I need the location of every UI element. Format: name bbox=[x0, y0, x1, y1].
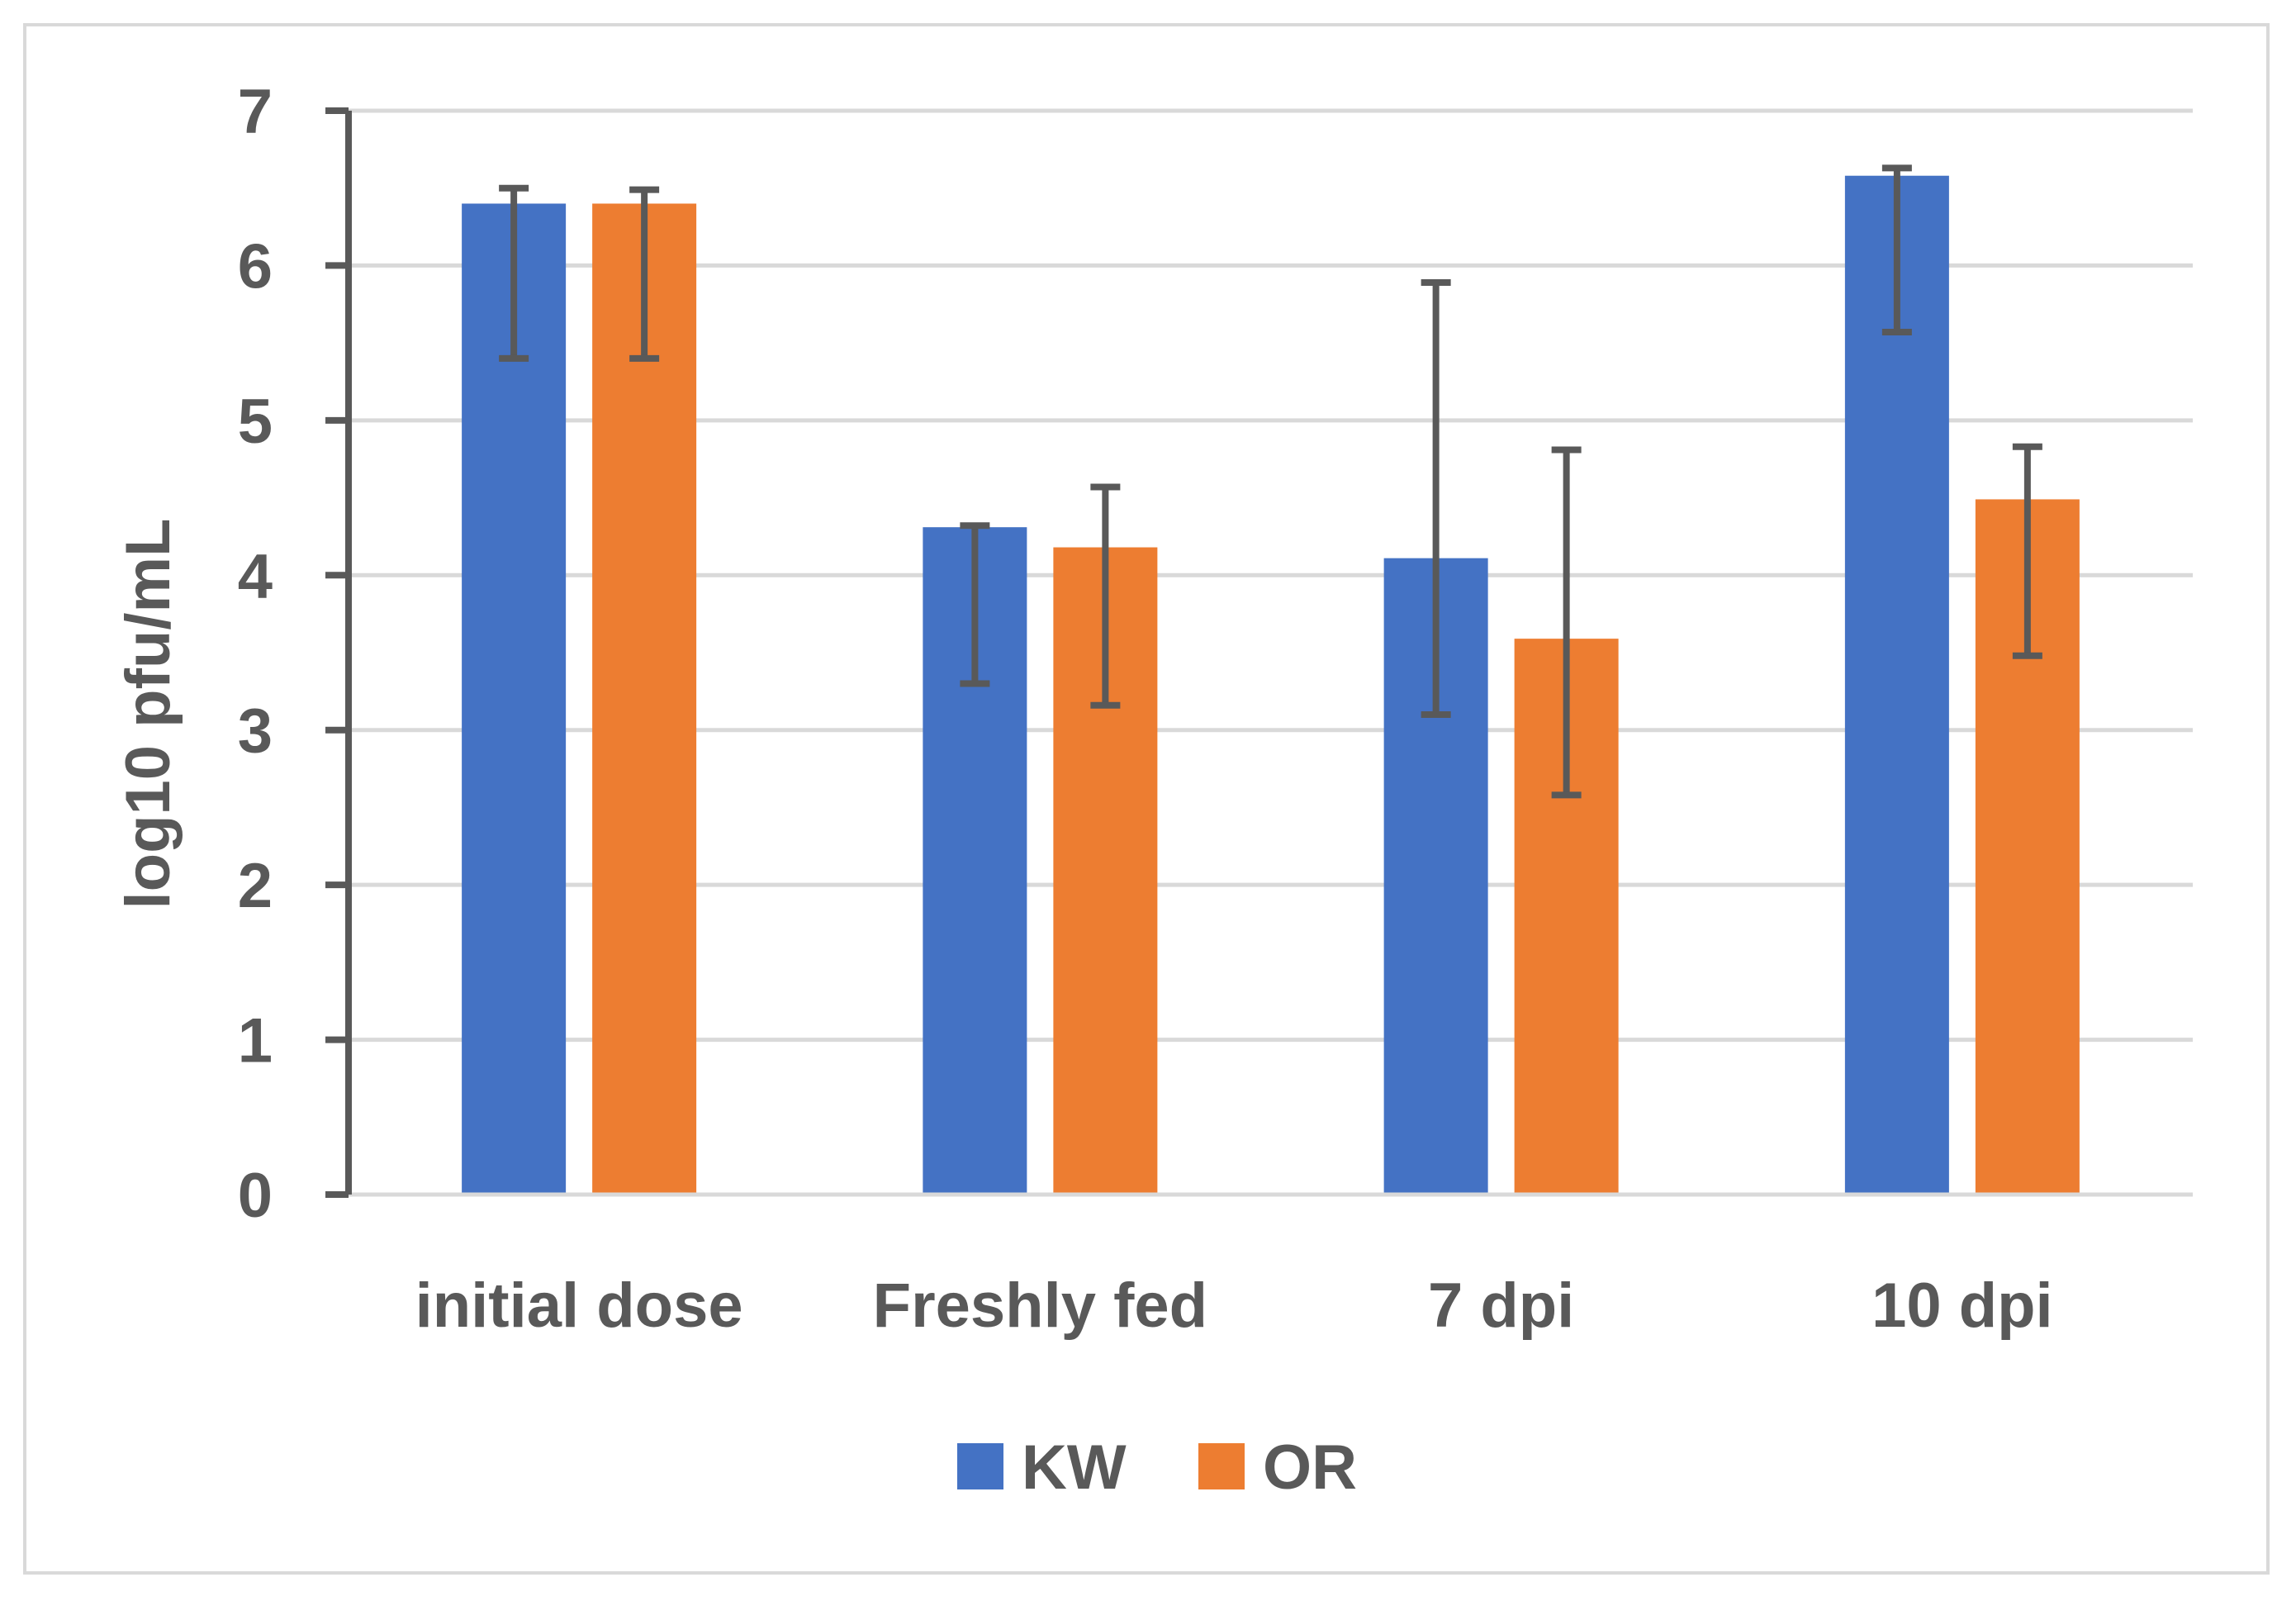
y-tick-label: 5 bbox=[238, 387, 273, 457]
bar-kw bbox=[1844, 175, 1949, 1195]
x-category-label: Freshly fed bbox=[873, 1271, 1207, 1341]
y-tick-label: 6 bbox=[238, 231, 273, 302]
legend-swatch-or bbox=[1198, 1443, 1245, 1489]
y-tick-label: 2 bbox=[238, 851, 273, 921]
bar-kw bbox=[462, 203, 567, 1195]
x-category-label: 7 dpi bbox=[1428, 1271, 1574, 1341]
error-bars bbox=[499, 164, 2042, 799]
y-tick-label: 3 bbox=[238, 696, 273, 767]
bar-or bbox=[592, 203, 697, 1195]
y-tick-label: 4 bbox=[238, 541, 273, 611]
x-category-label: 10 dpi bbox=[1871, 1271, 2053, 1341]
y-tick-label: 0 bbox=[238, 1161, 273, 1231]
legend-swatch-kw bbox=[957, 1443, 1003, 1489]
y-tick-labels: 0 1 2 3 4 5 6 7 bbox=[238, 77, 273, 1231]
y-axis bbox=[325, 107, 2193, 1198]
x-category-labels: initial dose Freshly fed 7 dpi 10 dpi bbox=[415, 1271, 2053, 1341]
legend-label-or: OR bbox=[1263, 1432, 1357, 1503]
y-tick-label: 1 bbox=[238, 1006, 273, 1076]
legend-label-kw: KW bbox=[1022, 1432, 1127, 1503]
y-axis-title: log10 pfu/mL bbox=[113, 519, 183, 910]
y-tick-label: 7 bbox=[238, 77, 273, 147]
legend: KW OR bbox=[957, 1432, 1357, 1503]
x-category-label: initial dose bbox=[415, 1271, 743, 1341]
